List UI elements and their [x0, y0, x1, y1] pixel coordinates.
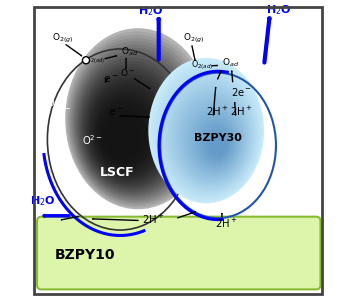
Ellipse shape [153, 64, 261, 199]
Ellipse shape [106, 119, 136, 157]
Text: LSCF: LSCF [100, 166, 135, 179]
Text: 2e$^-$: 2e$^-$ [231, 86, 252, 98]
Text: BZPY10: BZPY10 [55, 248, 115, 262]
Ellipse shape [108, 123, 134, 155]
Ellipse shape [89, 80, 168, 179]
Ellipse shape [166, 79, 253, 190]
Text: 2e$^-$: 2e$^-$ [51, 106, 72, 118]
Ellipse shape [77, 54, 189, 194]
Text: H$_2$O: H$_2$O [138, 4, 163, 18]
Text: H$_2$O: H$_2$O [266, 3, 292, 17]
Ellipse shape [105, 116, 139, 159]
Ellipse shape [163, 76, 255, 192]
Ellipse shape [90, 84, 166, 177]
Ellipse shape [100, 106, 147, 164]
Ellipse shape [156, 67, 260, 198]
Ellipse shape [170, 86, 251, 186]
Ellipse shape [185, 104, 242, 175]
Circle shape [83, 57, 90, 64]
Ellipse shape [195, 116, 236, 168]
Ellipse shape [102, 110, 144, 162]
Ellipse shape [180, 98, 245, 179]
Text: O$_{2(g)}$: O$_{2(g)}$ [52, 31, 73, 45]
Ellipse shape [75, 51, 192, 196]
Ellipse shape [197, 119, 234, 166]
Ellipse shape [109, 126, 131, 153]
Ellipse shape [158, 70, 258, 196]
Text: e$^-$: e$^-$ [108, 107, 124, 118]
Text: O$_{2(g)}$: O$_{2(g)}$ [183, 32, 205, 45]
Text: 2H$^+$: 2H$^+$ [230, 105, 252, 118]
Ellipse shape [187, 107, 240, 173]
Ellipse shape [96, 97, 155, 170]
FancyBboxPatch shape [37, 217, 320, 289]
Ellipse shape [173, 89, 249, 184]
Text: O$^{2-}$: O$^{2-}$ [83, 134, 103, 147]
Text: O$_{ad}$: O$_{ad}$ [222, 56, 239, 69]
Ellipse shape [68, 35, 205, 205]
Ellipse shape [78, 57, 187, 193]
Ellipse shape [91, 87, 163, 176]
Ellipse shape [83, 67, 179, 187]
Ellipse shape [73, 45, 197, 200]
Ellipse shape [81, 64, 182, 189]
Ellipse shape [200, 122, 233, 164]
Ellipse shape [74, 48, 195, 198]
Text: O$_{ad}$: O$_{ad}$ [121, 45, 138, 57]
Ellipse shape [168, 83, 252, 188]
Ellipse shape [65, 28, 211, 209]
Ellipse shape [148, 58, 264, 203]
Ellipse shape [98, 100, 152, 168]
Ellipse shape [192, 113, 237, 170]
Text: H$_2$O: H$_2$O [30, 194, 56, 208]
Ellipse shape [84, 71, 176, 185]
Text: O$_{2(ad)}$: O$_{2(ad)}$ [191, 58, 213, 72]
Ellipse shape [209, 135, 227, 156]
Text: 2H$^+$: 2H$^+$ [215, 216, 237, 230]
Ellipse shape [93, 90, 160, 174]
Text: 2H$^+$: 2H$^+$ [206, 105, 229, 118]
Ellipse shape [161, 73, 257, 194]
Ellipse shape [151, 61, 263, 202]
Text: O$^-$: O$^-$ [120, 67, 135, 78]
Text: O$_{(ad)}$: O$_{(ad)}$ [47, 97, 67, 111]
Ellipse shape [71, 41, 200, 202]
Ellipse shape [99, 103, 150, 166]
Ellipse shape [86, 74, 173, 183]
Ellipse shape [103, 113, 142, 161]
Text: BZPY30: BZPY30 [194, 133, 242, 143]
Ellipse shape [175, 91, 248, 183]
Text: 2H$^+$: 2H$^+$ [142, 213, 165, 226]
Ellipse shape [207, 132, 228, 158]
Ellipse shape [202, 125, 231, 162]
Ellipse shape [80, 61, 184, 190]
Ellipse shape [95, 93, 158, 172]
Ellipse shape [87, 77, 171, 181]
Ellipse shape [183, 101, 243, 177]
Text: $_{2(ad)}$: $_{2(ad)}$ [90, 57, 105, 66]
Ellipse shape [178, 95, 246, 181]
Ellipse shape [190, 110, 239, 171]
Ellipse shape [67, 31, 208, 208]
Ellipse shape [70, 38, 203, 204]
Text: e$^-$: e$^-$ [103, 74, 119, 85]
Ellipse shape [204, 128, 230, 160]
